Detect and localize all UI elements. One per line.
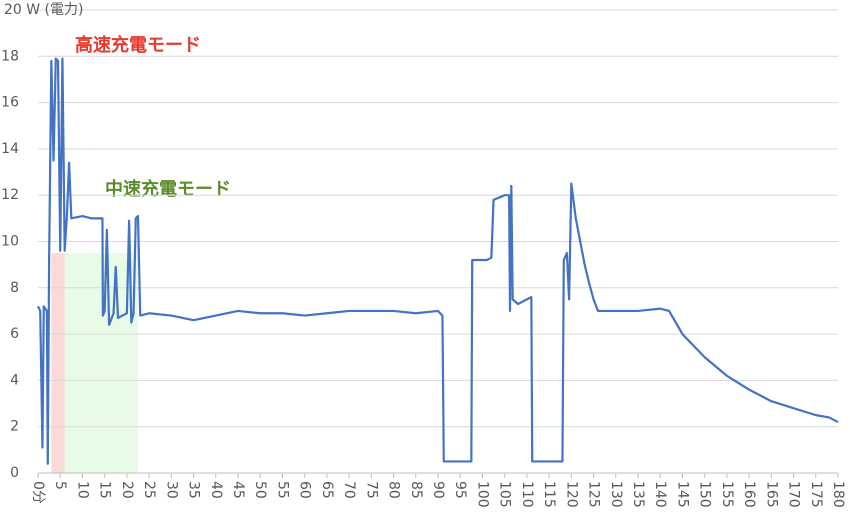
y-tick-label: 6	[10, 326, 19, 342]
x-tick-label: 5	[52, 481, 68, 490]
x-tick-label: 50	[252, 481, 268, 499]
x-tick-label: 95	[452, 481, 468, 499]
data-line	[37, 57, 839, 465]
x-tick-label: 155	[719, 481, 735, 508]
region	[51, 253, 65, 473]
x-tick-label: 15	[97, 481, 113, 499]
y-tick-label: 8	[10, 280, 19, 296]
x-tick-label: 80	[386, 481, 402, 499]
x-tick-label: 45	[230, 481, 246, 499]
x-tick-label: 160	[741, 481, 757, 508]
x-tick-label: 130	[608, 481, 624, 508]
y-tick-label: 2	[10, 419, 19, 435]
x-tick-label: 175	[808, 481, 824, 508]
x-tick-label: 110	[519, 481, 535, 508]
x-tick-label: 40	[208, 481, 224, 499]
x-tick-label: 20	[119, 481, 135, 499]
x-tick-label: 105	[497, 481, 513, 508]
x-tick-label: 85	[408, 481, 424, 499]
x-tick-label: 125	[586, 481, 602, 508]
x-tick-label: 115	[541, 481, 557, 508]
y-tick-label: 20 W (電力)	[4, 2, 83, 18]
y-tick-label: 18	[1, 48, 19, 64]
x-tick-label: 140	[652, 481, 668, 508]
x-tick-label: 35	[186, 481, 202, 499]
x-tick-label: 100	[474, 481, 490, 508]
x-tick-label: 30	[163, 481, 179, 499]
region	[64, 253, 138, 473]
x-tick-label: 170	[786, 481, 802, 508]
x-tick-label: 60	[297, 481, 313, 499]
y-tick-label: 16	[1, 95, 19, 111]
y-tick-label: 4	[10, 372, 19, 388]
y-tick-label: 12	[1, 187, 19, 203]
annotation: 高速充電モード	[75, 34, 201, 56]
x-tick-label: 180	[830, 481, 846, 508]
x-tick-label: 120	[563, 481, 579, 508]
x-tick-label: 0分	[30, 481, 46, 504]
x-tick-label: 135	[630, 481, 646, 508]
x-tick-label: 90	[430, 481, 446, 499]
y-tick-label: 14	[1, 141, 19, 157]
x-tick-label: 65	[319, 481, 335, 499]
x-tick-label: 70	[341, 481, 357, 499]
x-tick-label: 150	[697, 481, 713, 508]
y-tick-label: 10	[1, 234, 19, 250]
x-tick-label: 25	[141, 481, 157, 499]
x-tick-label: 10	[74, 481, 90, 499]
x-tick-label: 145	[674, 481, 690, 508]
y-tick-label: 0	[10, 465, 19, 481]
x-tick-label: 55	[274, 481, 290, 499]
annotation: 中速充電モード	[105, 178, 231, 200]
x-tick-label: 75	[363, 481, 379, 499]
x-tick-label: 165	[763, 481, 779, 508]
